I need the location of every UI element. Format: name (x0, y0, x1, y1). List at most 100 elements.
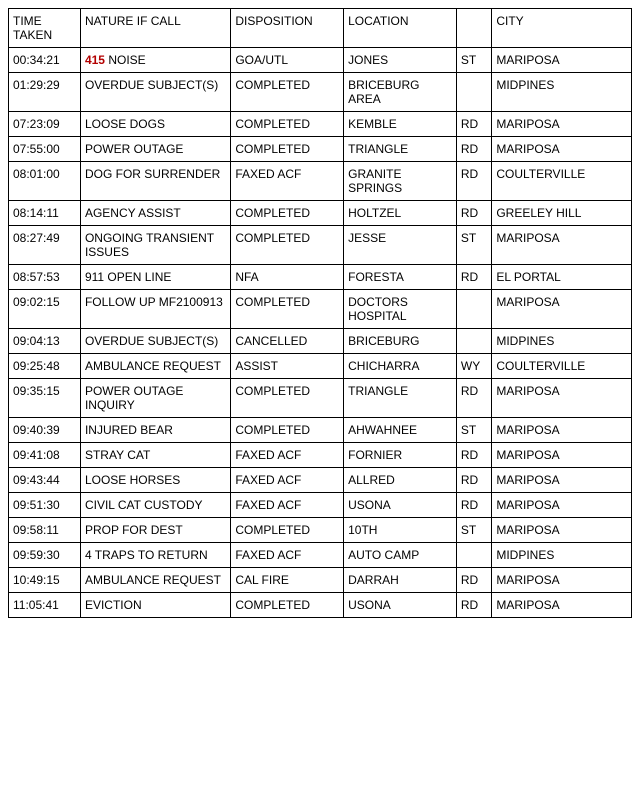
cell-suffix: RD (456, 162, 491, 201)
cell-disposition: ASSIST (231, 354, 344, 379)
cell-location: KEMBLE (344, 112, 457, 137)
cell-disposition: COMPLETED (231, 379, 344, 418)
cell-disposition: COMPLETED (231, 593, 344, 618)
cell-suffix: RD (456, 468, 491, 493)
cell-suffix (456, 290, 491, 329)
cell-disposition: FAXED ACF (231, 162, 344, 201)
cell-suffix: RD (456, 493, 491, 518)
cell-disposition: COMPLETED (231, 226, 344, 265)
cell-city: MARIPOSA (492, 443, 632, 468)
table-row: 11:05:41EVICTIONCOMPLETEDUSONARDMARIPOSA (9, 593, 632, 618)
cell-time: 08:14:11 (9, 201, 81, 226)
cell-location: DOCTORS HOSPITAL (344, 290, 457, 329)
cell-disposition: CANCELLED (231, 329, 344, 354)
cell-location: CHICHARRA (344, 354, 457, 379)
table-row: 09:58:11PROP FOR DESTCOMPLETED10THSTMARI… (9, 518, 632, 543)
cell-nature: PROP FOR DEST (80, 518, 230, 543)
cell-city: COULTERVILLE (492, 354, 632, 379)
cell-city: MARIPOSA (492, 568, 632, 593)
cell-city: MARIPOSA (492, 226, 632, 265)
cell-disposition: COMPLETED (231, 201, 344, 226)
cell-suffix (456, 73, 491, 112)
cell-nature: OVERDUE SUBJECT(S) (80, 329, 230, 354)
cell-disposition: COMPLETED (231, 290, 344, 329)
cell-disposition: COMPLETED (231, 112, 344, 137)
cell-city: MARIPOSA (492, 290, 632, 329)
cell-nature: POWER OUTAGE (80, 137, 230, 162)
table-row: 08:27:49ONGOING TRANSIENT ISSUESCOMPLETE… (9, 226, 632, 265)
cell-city: MARIPOSA (492, 379, 632, 418)
cell-location: USONA (344, 593, 457, 618)
cell-city: MARIPOSA (492, 137, 632, 162)
cell-disposition: COMPLETED (231, 137, 344, 162)
cell-location: HOLTZEL (344, 201, 457, 226)
cell-location: BRICEBURG AREA (344, 73, 457, 112)
cell-city: GREELEY HILL (492, 201, 632, 226)
cell-location: TRIANGLE (344, 137, 457, 162)
cell-nature: 4 TRAPS TO RETURN (80, 543, 230, 568)
cell-suffix (456, 543, 491, 568)
cell-time: 07:55:00 (9, 137, 81, 162)
cell-location: FORNIER (344, 443, 457, 468)
cell-suffix: ST (456, 226, 491, 265)
cell-nature: AMBULANCE REQUEST (80, 354, 230, 379)
cell-location: JONES (344, 48, 457, 73)
cell-suffix: RD (456, 201, 491, 226)
cell-city: MARIPOSA (492, 493, 632, 518)
cell-time: 09:58:11 (9, 518, 81, 543)
cell-suffix: RD (456, 593, 491, 618)
table-row: 10:49:15AMBULANCE REQUESTCAL FIREDARRAHR… (9, 568, 632, 593)
call-log-table: TIME TAKEN NATURE IF CALL DISPOSITION LO… (8, 8, 632, 618)
cell-nature: DOG FOR SURRENDER (80, 162, 230, 201)
table-row: 09:40:39INJURED BEARCOMPLETEDAHWAHNEESTM… (9, 418, 632, 443)
cell-time: 00:34:21 (9, 48, 81, 73)
cell-time: 09:51:30 (9, 493, 81, 518)
cell-suffix: RD (456, 137, 491, 162)
cell-time: 10:49:15 (9, 568, 81, 593)
cell-suffix: ST (456, 418, 491, 443)
cell-suffix: RD (456, 379, 491, 418)
col-header-time: TIME TAKEN (9, 9, 81, 48)
cell-disposition: GOA/UTL (231, 48, 344, 73)
table-row: 07:55:00POWER OUTAGECOMPLETEDTRIANGLERDM… (9, 137, 632, 162)
table-row: 08:57:53911 OPEN LINENFAFORESTARDEL PORT… (9, 265, 632, 290)
cell-time: 08:27:49 (9, 226, 81, 265)
cell-time: 09:25:48 (9, 354, 81, 379)
table-row: 08:01:00DOG FOR SURRENDERFAXED ACFGRANIT… (9, 162, 632, 201)
cell-nature: CIVIL CAT CUSTODY (80, 493, 230, 518)
table-row: 07:23:09LOOSE DOGSCOMPLETEDKEMBLERDMARIP… (9, 112, 632, 137)
col-header-location: LOCATION (344, 9, 457, 48)
table-row: 01:29:29OVERDUE SUBJECT(S)COMPLETEDBRICE… (9, 73, 632, 112)
cell-nature: FOLLOW UP MF2100913 (80, 290, 230, 329)
cell-nature: INJURED BEAR (80, 418, 230, 443)
cell-disposition: COMPLETED (231, 73, 344, 112)
cell-city: MARIPOSA (492, 518, 632, 543)
cell-location: BRICEBURG (344, 329, 457, 354)
cell-disposition: COMPLETED (231, 418, 344, 443)
cell-disposition: CAL FIRE (231, 568, 344, 593)
cell-time: 01:29:29 (9, 73, 81, 112)
col-header-disposition: DISPOSITION (231, 9, 344, 48)
cell-suffix: RD (456, 443, 491, 468)
cell-time: 11:05:41 (9, 593, 81, 618)
cell-location: GRANITE SPRINGS (344, 162, 457, 201)
cell-city: MARIPOSA (492, 418, 632, 443)
cell-location: DARRAH (344, 568, 457, 593)
cell-time: 07:23:09 (9, 112, 81, 137)
cell-disposition: FAXED ACF (231, 468, 344, 493)
table-row: 09:02:15FOLLOW UP MF2100913COMPLETEDDOCT… (9, 290, 632, 329)
cell-time: 08:01:00 (9, 162, 81, 201)
cell-time: 09:59:30 (9, 543, 81, 568)
table-row: 09:59:304 TRAPS TO RETURNFAXED ACFAUTO C… (9, 543, 632, 568)
cell-city: MARIPOSA (492, 593, 632, 618)
cell-nature: AMBULANCE REQUEST (80, 568, 230, 593)
cell-disposition: FAXED ACF (231, 443, 344, 468)
cell-nature: OVERDUE SUBJECT(S) (80, 73, 230, 112)
cell-city: MARIPOSA (492, 468, 632, 493)
cell-disposition: NFA (231, 265, 344, 290)
cell-city: MIDPINES (492, 329, 632, 354)
cell-nature: EVICTION (80, 593, 230, 618)
cell-city: MARIPOSA (492, 112, 632, 137)
col-header-nature: NATURE IF CALL (80, 9, 230, 48)
table-row: 09:41:08STRAY CATFAXED ACFFORNIERRDMARIP… (9, 443, 632, 468)
